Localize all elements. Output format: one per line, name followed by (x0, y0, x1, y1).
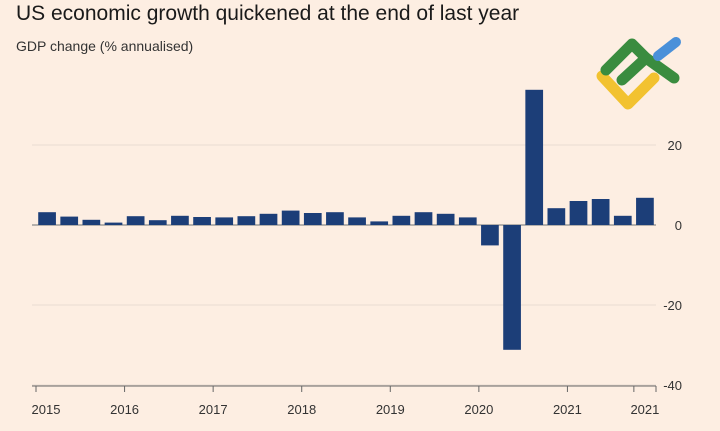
bar-2019-q1 (392, 215, 411, 225)
chart-title: US economic growth quickened at the end … (16, 2, 520, 25)
bar-2019-q4 (458, 217, 477, 225)
bar-2017-q4 (281, 210, 300, 225)
y-tick-label: -20 (663, 298, 682, 313)
x-tick-label: 2021 (630, 402, 659, 417)
bar-2021-q1 (569, 201, 588, 225)
bar-2016-q4 (193, 217, 211, 225)
bar-2015-q2 (60, 216, 79, 225)
bar-2021-q4 (636, 197, 654, 225)
y-tick-label: 20 (668, 138, 682, 153)
bar-2016-q1 (126, 216, 145, 225)
bar-2018-q1 (303, 213, 322, 225)
bar-2015-q4 (104, 222, 123, 225)
x-tick-label: 2018 (287, 402, 316, 417)
bar-2020-q2 (503, 225, 521, 350)
x-tick-label: 2016 (110, 402, 139, 417)
bar-2016-q3 (171, 215, 189, 225)
bar-2020-q4 (547, 208, 566, 225)
bar-2017-q1 (215, 217, 234, 225)
bar-2017-q2 (237, 216, 256, 225)
bar-2017-q3 (259, 213, 278, 225)
x-tick-label: 2021 (553, 402, 582, 417)
bar-2021-q3 (613, 215, 632, 225)
bar-2021-q2 (591, 199, 610, 225)
bar-2018-q3 (348, 217, 366, 225)
brand-logo-icon (596, 37, 681, 110)
x-tick-label: 2020 (464, 402, 493, 417)
bar-2019-q2 (414, 212, 433, 225)
y-tick-label: 0 (675, 218, 682, 233)
bar-2015-q3 (82, 219, 101, 225)
bar-2018-q4 (370, 221, 389, 225)
x-tick-label: 2019 (376, 402, 405, 417)
bar-2019-q3 (436, 213, 455, 225)
bar-2016-q2 (148, 220, 167, 225)
bar-2018-q2 (326, 212, 344, 225)
y-tick-label: -40 (663, 378, 682, 393)
bar-2020-q3 (525, 89, 544, 225)
bar-2015-q1 (38, 212, 56, 225)
chart-subtitle: GDP change (% annualised) (16, 38, 194, 54)
x-tick-label: 2015 (32, 402, 61, 417)
x-tick-label: 2017 (199, 402, 228, 417)
bar-2020-q1 (481, 225, 499, 246)
